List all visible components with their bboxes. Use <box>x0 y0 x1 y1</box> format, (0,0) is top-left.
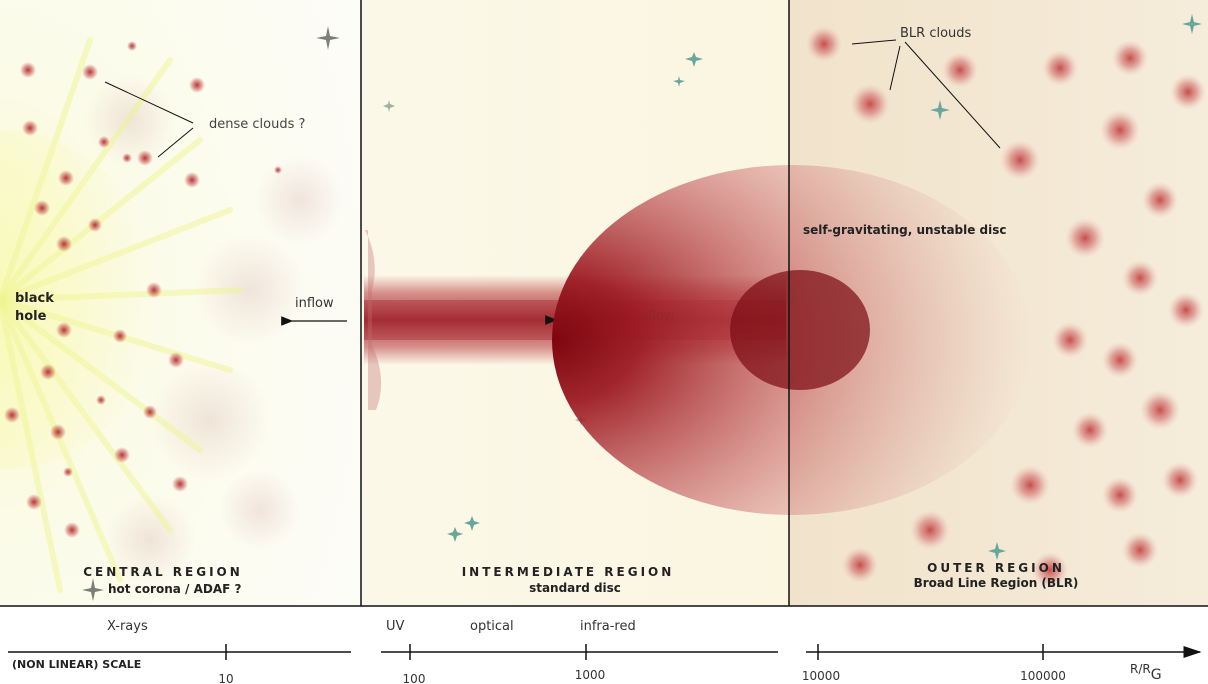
black-hole-label-line1: black <box>15 291 54 306</box>
central-region-subtitle: hot corona / ADAF ? <box>108 582 242 596</box>
unstable-disc <box>552 165 1032 515</box>
black-hole-label-line2: hole <box>15 309 47 324</box>
outer-region-title: OUTER REGION <box>927 561 1065 575</box>
scale-tick-1000: 1000 <box>575 668 606 682</box>
outer-region-subtitle: Broad Line Region (BLR) <box>914 576 1079 590</box>
intermediate-region-title: INTERMEDIATE REGION <box>462 565 675 579</box>
band-infrared: infra-red <box>580 619 636 634</box>
blr-clouds-label: BLR clouds <box>900 26 972 41</box>
scale-tick-100: 100 <box>403 672 426 684</box>
central-region-title: CENTRAL REGION <box>83 565 243 579</box>
scale-tick-10: 10 <box>218 672 233 684</box>
band-xrays: X-rays <box>107 619 148 634</box>
scale-tick-100000: 100000 <box>1020 669 1066 683</box>
scale-axis <box>8 644 1200 660</box>
scale-label: (NON LINEAR) SCALE <box>12 658 141 671</box>
scale-unit-sub: G <box>1151 667 1162 683</box>
band-optical: optical <box>470 619 514 634</box>
intermediate-region-subtitle: standard disc <box>529 581 621 595</box>
unstable-disc-label: self-gravitating, unstable disc <box>803 223 1007 237</box>
dense-clouds-label: dense clouds ? <box>209 117 305 132</box>
scale-tick-10000: 10000 <box>802 669 840 683</box>
scale-unit: R/RG <box>1130 662 1162 683</box>
central-inflow-label: inflow <box>295 296 334 311</box>
band-uv: UV <box>386 619 405 634</box>
scale-unit-main: R/R <box>1130 662 1151 676</box>
